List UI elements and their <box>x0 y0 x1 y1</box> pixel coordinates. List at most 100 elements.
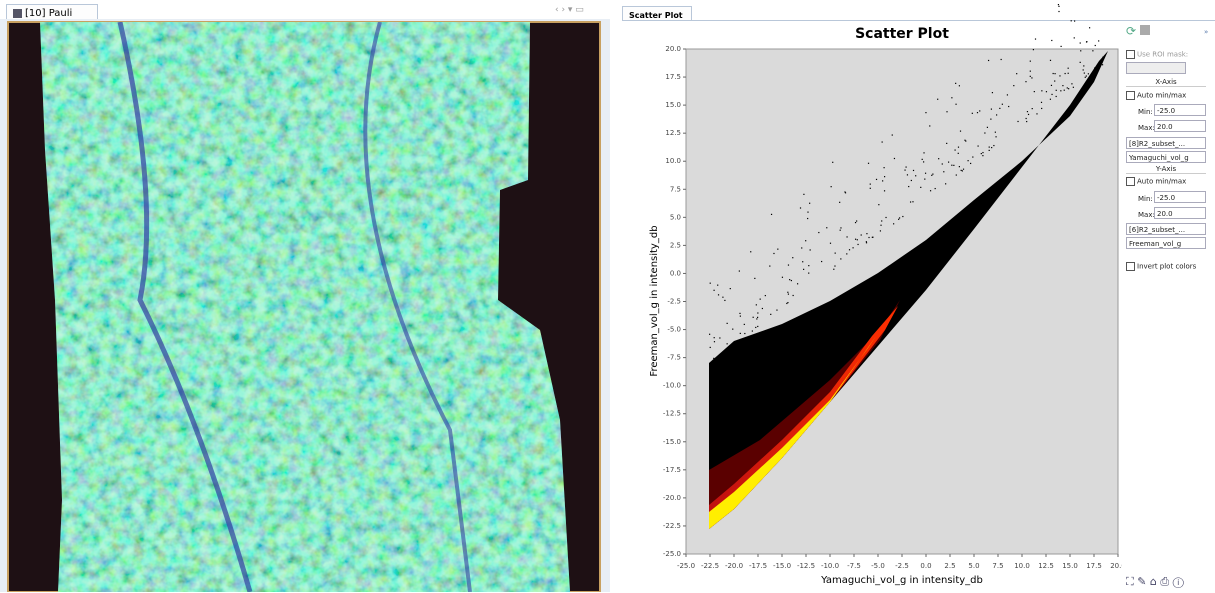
y-tick-label: 2.5 <box>670 241 681 249</box>
scatter-dot <box>951 165 952 166</box>
scatter-dot <box>1061 46 1062 47</box>
scatter-dot <box>911 180 912 181</box>
scatter-dot <box>982 152 983 153</box>
scatter-dot <box>769 265 770 266</box>
x-tick-label: -20.0 <box>725 562 743 570</box>
scatter-dot <box>1007 94 1008 95</box>
refresh-button[interactable]: ⟳ <box>1126 24 1150 38</box>
x-min-label: Min: <box>1138 108 1153 116</box>
toolbar-icons[interactable]: ⛶ ✎ ⌂ ⎙ ⓘ <box>1126 575 1184 589</box>
scatter-dot <box>755 327 756 328</box>
scatter-dot <box>880 225 881 226</box>
roi-select[interactable] <box>1126 62 1186 74</box>
y-tick-label: -7.5 <box>667 354 681 362</box>
scatter-dot <box>802 261 803 262</box>
scatter-dot <box>894 158 895 159</box>
y-axis-label: Freeman_vol_g in intensity_db <box>649 225 660 376</box>
scatter-dot <box>1086 75 1087 76</box>
x-axis-heading: X-Axis <box>1126 78 1206 87</box>
scatter-dot <box>1026 118 1027 119</box>
scatter-dot <box>962 170 963 171</box>
scatter-dot <box>855 239 856 240</box>
collapse-button[interactable]: » <box>1204 28 1208 36</box>
scatter-dot <box>1053 73 1054 74</box>
y-band-select[interactable]: [6]R2_subset_... <box>1126 223 1206 235</box>
scatter-dot <box>893 223 894 224</box>
scatter-dot <box>1102 61 1103 62</box>
scatter-dot <box>709 334 710 335</box>
scatter-dot <box>995 132 996 133</box>
roi-mask[interactable]: Use ROI mask: <box>1126 50 1188 59</box>
scatter-dot <box>1068 68 1069 69</box>
scatter-dot <box>993 145 994 146</box>
x-min-input[interactable]: -25.0 <box>1154 104 1206 116</box>
scatter-dot <box>902 216 903 217</box>
scatter-dot <box>710 347 711 348</box>
scatter-dot <box>880 230 881 231</box>
scatter-dot <box>1068 88 1069 89</box>
scatter-dot <box>965 140 966 141</box>
scatter-dot <box>958 153 959 154</box>
scatter-dot <box>883 167 884 168</box>
scatter-dot <box>788 264 789 265</box>
scatter-dot <box>982 155 983 156</box>
scatter-dot <box>756 318 757 319</box>
scatter-dot <box>924 179 925 180</box>
x-tick-label: -22.5 <box>701 562 719 570</box>
scatter-dot <box>1058 11 1059 12</box>
x-tick-label: 7.5 <box>992 562 1003 570</box>
scatter-dot <box>989 150 990 151</box>
y-min-input[interactable]: -25.0 <box>1154 191 1206 203</box>
scatter-dot <box>953 165 954 166</box>
scatter-dot <box>744 324 745 325</box>
scatter-dot <box>910 201 911 202</box>
scatter-dot <box>722 297 723 298</box>
scatter-dot <box>1030 76 1031 77</box>
scatter-dot <box>770 314 771 315</box>
scatter-dot <box>1051 40 1052 41</box>
invert-colors[interactable]: Invert plot colors <box>1126 262 1196 271</box>
x-max-input[interactable]: 20.0 <box>1154 120 1206 132</box>
scatter-dot <box>792 257 793 258</box>
y-auto[interactable]: Auto min/max <box>1126 177 1186 186</box>
scatter-dot <box>740 333 741 334</box>
scatter-dot <box>787 302 788 303</box>
scatter-dot <box>1092 50 1093 51</box>
x-tick-label: 0.0 <box>920 562 931 570</box>
scatter-dot <box>1050 60 1051 61</box>
scatter-dot <box>878 204 879 205</box>
scatter-dot <box>833 269 834 270</box>
y-axis-heading: Y-Axis <box>1126 165 1206 174</box>
scatter-dot <box>907 174 908 175</box>
scatter-dot <box>915 175 916 176</box>
scatter-dot <box>793 295 794 296</box>
scatter-dot <box>808 273 809 274</box>
scatter-dot <box>960 131 961 132</box>
scatter-dot <box>1025 81 1026 82</box>
x-variable-select[interactable]: Yamaguchi_vol_g <box>1126 151 1206 163</box>
x-tick-label: 10.0 <box>1014 562 1030 570</box>
scatter-dot <box>892 134 893 135</box>
scatter-dot <box>977 112 978 113</box>
scatter-dot <box>801 247 802 248</box>
x-tick-label: -17.5 <box>749 562 767 570</box>
scatter-dot <box>846 253 847 254</box>
scatter-dot <box>942 163 943 164</box>
scatter-dot <box>1080 42 1081 43</box>
scatter-dot <box>765 295 766 296</box>
y-max-input[interactable]: 20.0 <box>1154 207 1206 219</box>
y-auto-label: Auto min/max <box>1137 178 1186 186</box>
chart-title: Scatter Plot <box>855 26 949 42</box>
x-auto[interactable]: Auto min/max <box>1126 91 1186 100</box>
scatter-dot <box>834 265 835 266</box>
scatter-dot <box>868 163 869 164</box>
y-variable-select[interactable]: Freeman_vol_g <box>1126 237 1206 249</box>
scatter-dot <box>752 330 753 331</box>
x-band-select[interactable]: [8]R2_subset_... <box>1126 137 1206 149</box>
y-tick-label: -17.5 <box>663 466 681 474</box>
scatter-dot <box>959 166 960 167</box>
scatter-dot <box>797 283 798 284</box>
scatter-dot <box>831 186 832 187</box>
x-tick-label: -10.0 <box>821 562 839 570</box>
scatter-dot <box>920 187 921 188</box>
